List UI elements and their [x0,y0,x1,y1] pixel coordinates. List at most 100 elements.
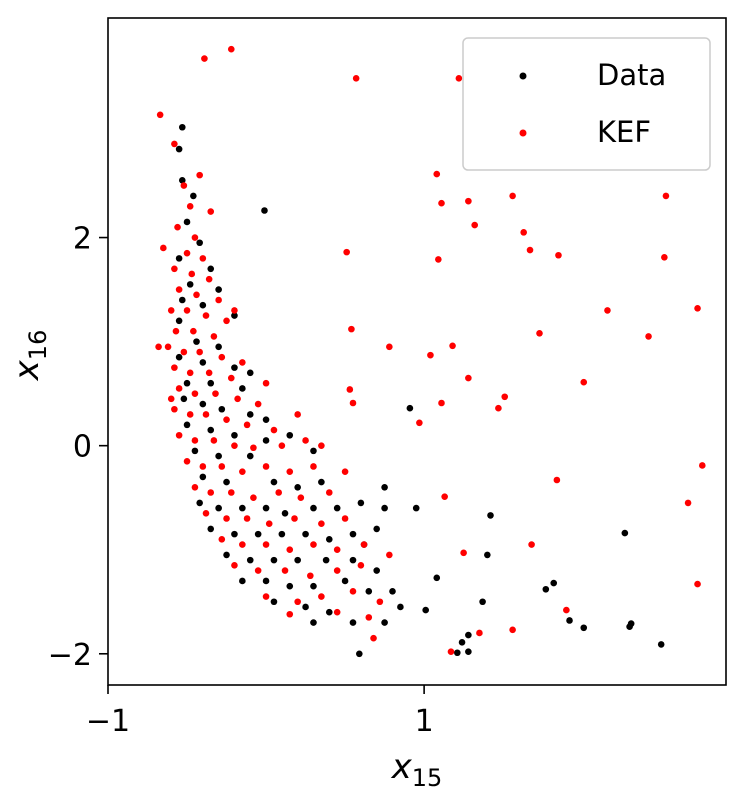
point-kef [199,463,207,470]
point-data [286,582,294,590]
point-kef [520,229,527,236]
point-kef [333,608,341,616]
point-data [231,364,238,371]
x-axis-label: x15 [391,747,443,792]
point-kef [223,416,230,423]
point-kef [447,648,455,656]
point-data [207,265,215,273]
point-kef [526,246,534,254]
point-data [550,579,558,587]
point-kef [278,442,286,449]
point-kef [528,541,535,548]
point-data [381,504,388,512]
point-kef [201,55,208,62]
point-data [325,608,333,616]
point-data [215,504,222,512]
point-kef [310,541,317,548]
point-data [458,639,466,646]
point-kef [210,437,218,444]
point-kef [171,265,178,273]
point-data [294,556,301,564]
point-data [310,619,317,626]
point-kef [553,476,561,484]
point-data [422,606,429,614]
point-kef [341,468,349,475]
point-kef [227,489,235,496]
point-kef [172,327,180,335]
x-axis-label-main: x [391,747,413,787]
point-data [270,556,278,564]
point-kef [223,515,230,522]
point-kef [175,286,183,293]
point-data [373,567,380,574]
point-data [239,504,246,512]
point-data [231,530,238,538]
point-data [302,603,309,611]
point-kef [193,291,200,299]
point-kef [302,437,309,444]
x-axis-label-sub: 15 [412,764,443,792]
point-kef [318,442,325,449]
point-kef [171,140,178,148]
point-data [270,478,278,486]
point-kef [318,593,325,600]
point-kef [183,457,191,465]
point-data [357,499,365,507]
point-kef [210,333,218,340]
point-kef [357,562,365,569]
legend-label-data: Data [597,58,666,92]
y-axis-label-sub: 16 [24,330,52,361]
point-kef [270,426,278,434]
point-kef [167,395,175,403]
point-kef [435,256,442,263]
point-data [175,145,183,153]
point-kef [318,520,325,528]
point-kef [291,515,298,522]
point-data [389,588,396,595]
point-data [627,620,635,627]
point-kef [416,419,423,427]
point-kef [250,494,257,501]
point-kef [386,551,393,559]
point-kef [449,342,456,350]
point-kef [262,463,270,470]
point-kef [231,307,238,314]
plot-frame [107,17,727,686]
point-data [465,631,472,639]
point-data [191,447,199,455]
point-data [310,504,317,512]
y-tick-label: 0 [73,430,92,465]
point-data [199,301,207,309]
point-data [223,478,230,486]
point-kef [360,541,368,548]
point-kef [286,468,294,475]
point-kef [250,444,257,452]
y-axis-label: x16 [7,330,52,382]
point-kef [604,307,611,314]
point-kef [348,325,355,333]
point-kef [441,493,448,500]
point-kef [376,598,384,606]
point-data [178,177,186,184]
point-data [487,512,494,519]
point-kef [190,327,197,335]
point-kef [207,489,215,496]
point-kef [205,275,213,283]
point-kef [175,385,183,392]
point-data [479,598,486,606]
point-kef [694,580,701,588]
point-kef [227,374,235,382]
point-data [262,416,270,423]
point-data [365,588,373,595]
point-kef [662,192,670,200]
point-kef [349,399,357,407]
point-data [465,648,472,656]
point-data [566,617,573,624]
point-kef [202,411,210,418]
point-kef [307,572,314,580]
point-data [207,426,215,434]
point-kef [294,598,301,606]
point-kef [186,203,194,210]
point-kef [341,515,349,522]
